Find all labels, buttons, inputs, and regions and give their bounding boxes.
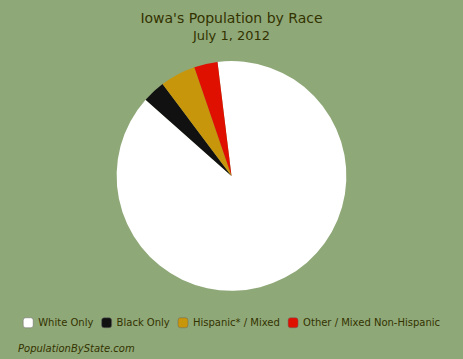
svg-text:PopulationByState.com: PopulationByState.com [18,343,135,354]
svg-text:Iowa's Population by Race: Iowa's Population by Race [140,10,322,26]
svg-text:Other / Mixed Non-Hispanic: Other / Mixed Non-Hispanic [303,317,440,328]
svg-text:Black Only: Black Only [117,317,170,328]
svg-text:White Only: White Only [38,317,93,328]
svg-text:Hispanic* / Mixed: Hispanic* / Mixed [193,317,280,328]
svg-text:July 1, 2012: July 1, 2012 [192,28,270,43]
